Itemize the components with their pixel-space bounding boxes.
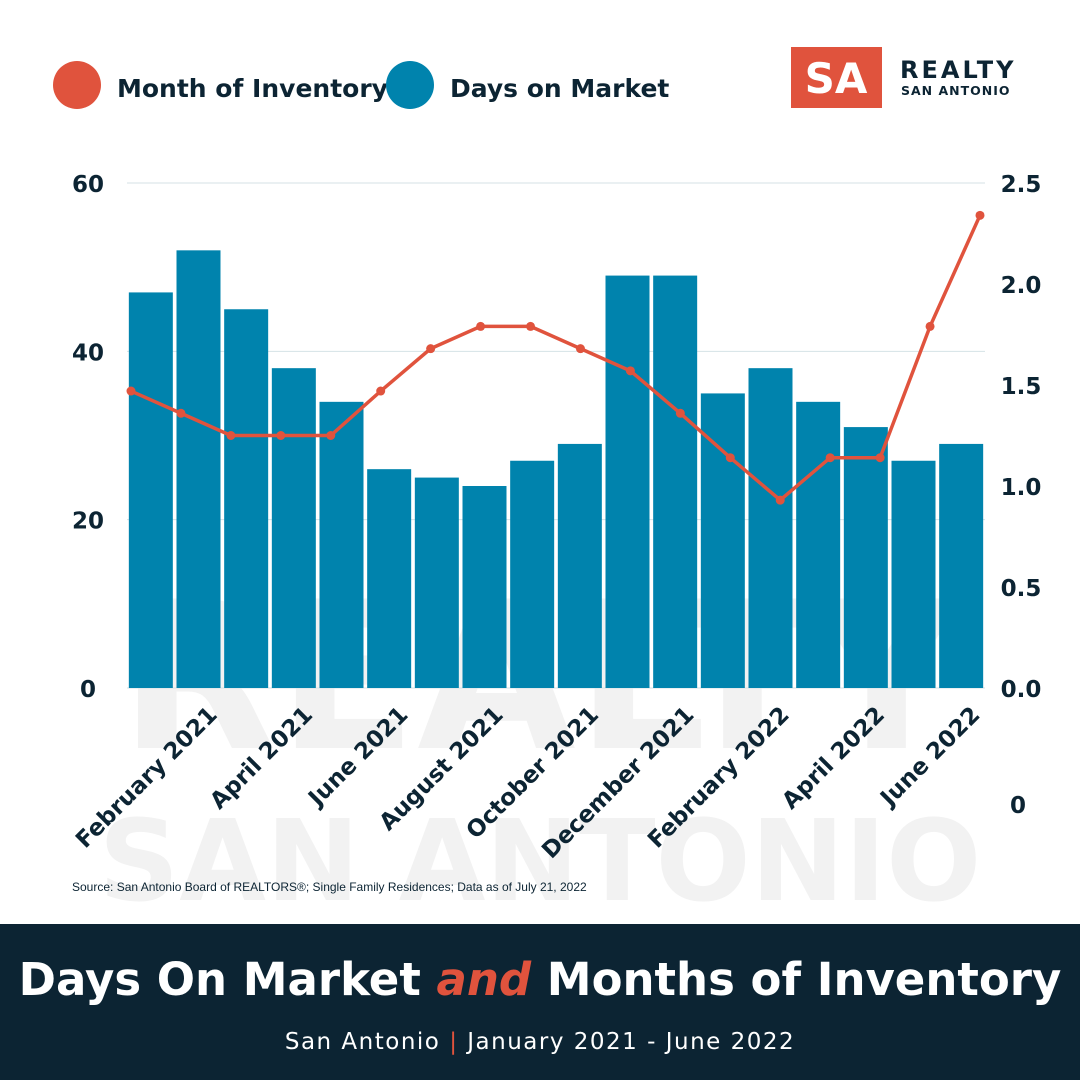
logo-tagline: SAN ANTONIO — [901, 83, 1011, 98]
line-point — [825, 453, 835, 463]
subtitle-part: January 2021 - June 2022 — [458, 1029, 795, 1055]
legend-swatch — [53, 61, 101, 109]
footer — [0, 924, 1080, 1080]
line-point — [925, 321, 935, 331]
line-point — [625, 366, 635, 376]
bar — [843, 427, 888, 688]
source: Source: San Antonio Board of REALTORS®; … — [72, 880, 587, 894]
bar — [796, 401, 841, 688]
y-tick-label: 0 — [80, 677, 96, 703]
line-point — [675, 408, 685, 418]
bar — [510, 460, 555, 688]
line-point — [775, 495, 785, 505]
line-point — [376, 386, 386, 396]
line-point — [875, 453, 885, 463]
title-emphasis: and — [437, 953, 532, 1006]
line-point — [575, 344, 585, 354]
y2-tick-label: 2.5 — [1001, 172, 1042, 198]
line-point — [176, 408, 186, 418]
subtitle-part: San Antonio — [285, 1029, 449, 1055]
bar — [653, 275, 698, 688]
subtitle-separator: | — [449, 1029, 458, 1055]
bar — [748, 368, 793, 688]
y2-tick-label: 2.0 — [1001, 273, 1042, 299]
bar — [128, 292, 173, 688]
title-part: Days On Market — [19, 953, 437, 1006]
bar — [319, 401, 364, 688]
footer-subtitle: San Antonio | January 2021 - June 2022 — [285, 1029, 795, 1055]
logo-name: REALTY — [900, 56, 1017, 84]
bar — [605, 275, 650, 688]
bar — [700, 393, 745, 688]
legend-label: Month of Inventory — [117, 74, 388, 103]
y-tick-label: 40 — [72, 340, 104, 366]
logo-box — [791, 47, 882, 108]
y2-tick-label: 1.0 — [1001, 475, 1042, 501]
line-point — [476, 321, 486, 331]
legend-swatch — [386, 61, 434, 109]
bar — [891, 460, 936, 688]
line-point — [725, 453, 735, 463]
footer-title: Days On Market and Months of Inventory — [19, 953, 1062, 1006]
line-point — [126, 386, 136, 396]
logo-mark: SA — [805, 54, 868, 103]
corner-label: 0 — [1010, 793, 1026, 819]
line-point — [975, 210, 985, 220]
bar — [176, 250, 221, 689]
line — [130, 214, 982, 503]
y-tick-label: 60 — [72, 172, 104, 198]
bar — [462, 486, 507, 688]
legend-label: Days on Market — [450, 74, 669, 103]
bar — [557, 443, 602, 688]
bar — [414, 477, 459, 688]
y2-tick-label: 0.0 — [1001, 677, 1042, 703]
bar — [224, 309, 269, 688]
watermark: SAN ANTONIO — [99, 797, 982, 927]
line-point — [226, 431, 236, 440]
line-point — [326, 431, 336, 440]
line-point — [526, 321, 536, 331]
y2-tick-label: 0.5 — [1001, 576, 1042, 602]
line-point — [276, 431, 286, 440]
y-tick-label: 20 — [72, 509, 104, 535]
bar — [939, 443, 984, 688]
y2-tick-label: 1.5 — [1001, 374, 1042, 400]
title-part: Months of Inventory — [531, 953, 1061, 1006]
bar — [271, 368, 316, 688]
line-point — [426, 344, 436, 354]
bar — [367, 469, 412, 688]
